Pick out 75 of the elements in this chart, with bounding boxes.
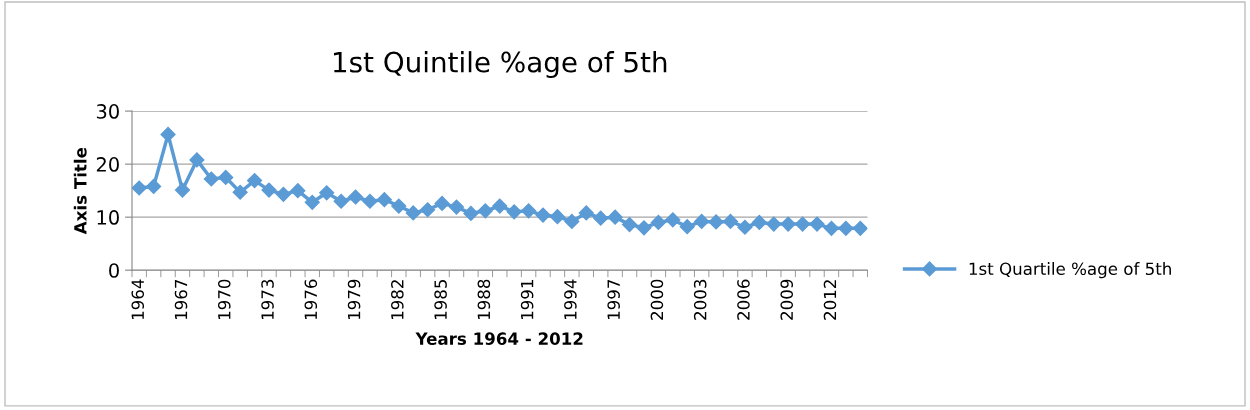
x-tick-label: 1991 <box>520 280 534 320</box>
point <box>189 152 205 168</box>
point <box>564 213 580 229</box>
x-tick-label: 1982 <box>391 280 404 320</box>
point <box>448 199 465 215</box>
point <box>766 216 782 232</box>
point <box>304 194 320 210</box>
point <box>347 189 364 205</box>
y-tick-label: 30 <box>96 104 119 119</box>
point <box>694 213 710 229</box>
x-tick-label: 2009 <box>780 279 794 320</box>
x-tick-label: 1964 <box>131 279 145 320</box>
point <box>492 198 508 214</box>
x-axis-title: Years 1964 - 2012 <box>415 332 583 345</box>
point <box>506 204 522 220</box>
x-tick-label: 2000 <box>650 279 664 320</box>
point <box>232 184 248 200</box>
point <box>174 182 191 198</box>
point <box>737 219 753 235</box>
point <box>535 207 551 223</box>
point <box>434 195 450 211</box>
point <box>132 180 147 196</box>
point <box>203 171 219 187</box>
x-tick-label: 1988 <box>477 279 491 320</box>
point <box>391 198 407 214</box>
point <box>708 214 724 230</box>
point <box>593 210 609 226</box>
point <box>607 209 623 225</box>
point <box>780 216 796 232</box>
point <box>621 217 638 233</box>
point <box>319 185 335 201</box>
point <box>218 169 234 185</box>
point <box>463 205 479 222</box>
y-axis-title: Axis Title <box>73 147 87 235</box>
point <box>852 220 868 236</box>
x-tick-label: 1985 <box>434 279 447 320</box>
point <box>722 213 739 229</box>
x-tick-label: 1976 <box>304 279 318 320</box>
y-tick-label: 20 <box>96 157 119 172</box>
x-tick-label: 1997 <box>607 279 620 320</box>
point <box>578 205 594 221</box>
x-tick-label: 2003 <box>693 279 707 320</box>
point <box>333 193 349 209</box>
point <box>679 219 695 235</box>
point <box>290 183 306 199</box>
point <box>650 214 666 231</box>
y-tick-label: 10 <box>97 210 119 225</box>
chart-title: 1st Quintile %age of 5th <box>333 51 667 78</box>
point <box>376 192 392 208</box>
point <box>838 220 854 236</box>
point <box>823 220 840 236</box>
point <box>795 216 811 232</box>
x-tick-label: 1979 <box>347 279 361 320</box>
point <box>405 205 421 221</box>
x-tick-label: 1994 <box>564 279 577 320</box>
x-tick-label: 1973 <box>261 279 274 320</box>
point <box>477 203 493 219</box>
point <box>665 212 681 228</box>
point <box>809 216 825 232</box>
point <box>549 209 566 225</box>
point <box>521 203 537 219</box>
y-tick-label: 0 <box>109 263 119 278</box>
point <box>362 193 378 209</box>
x-tick-label: 1970 <box>217 279 231 320</box>
x-tick-label: 2006 <box>737 279 750 320</box>
x-tick-label: 1967 <box>174 279 188 320</box>
point <box>146 178 162 194</box>
point <box>261 182 277 198</box>
point <box>636 220 652 236</box>
point <box>751 214 767 231</box>
x-tick-label: 2012 <box>823 280 837 320</box>
point <box>420 202 436 218</box>
point <box>247 173 263 189</box>
legend-label: 1st Quartile %age of 5th <box>969 262 1171 279</box>
point <box>275 186 291 202</box>
